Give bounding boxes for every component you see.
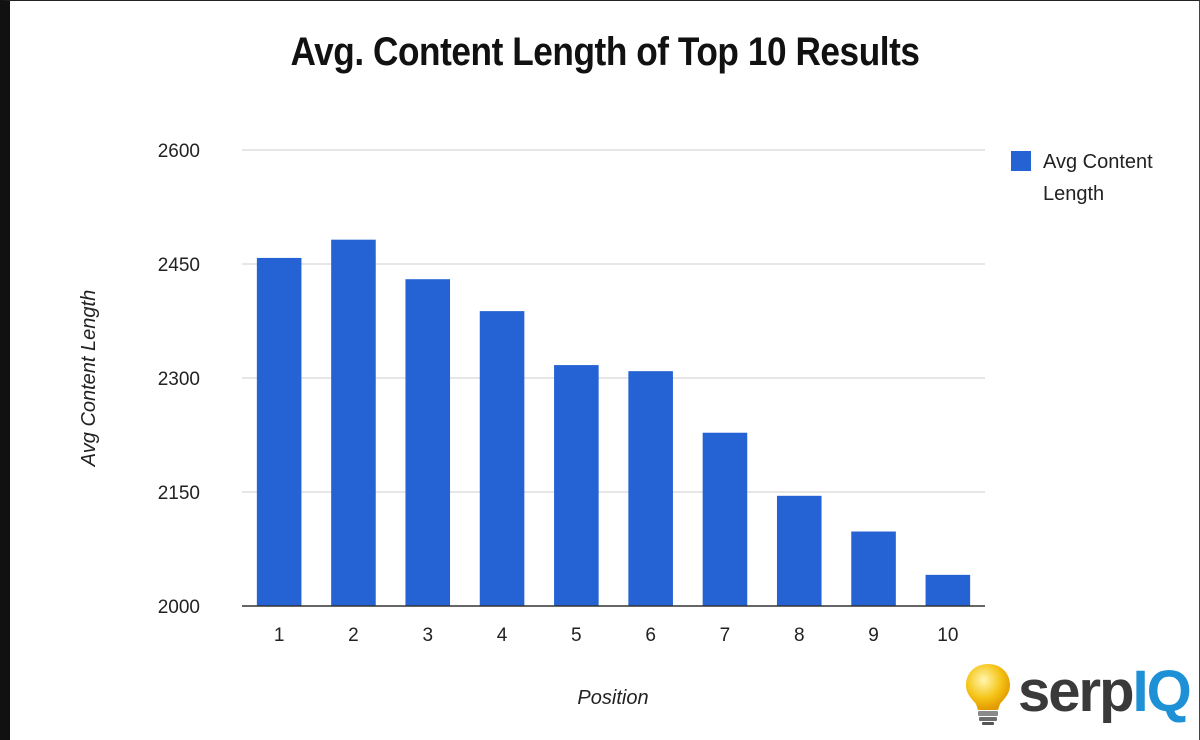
y-axis-label: Avg Content Length [78,290,100,467]
x-tick-label: 6 [645,625,656,646]
legend-swatch [1011,151,1031,171]
y-tick-label: 2000 [158,597,200,618]
bar [479,311,525,606]
legend: Avg Content Length [1011,151,1153,205]
y-tick-labels: 2000 2150 2300 2450 2600 [158,141,200,618]
y-tick-label: 2600 [158,141,200,162]
lightbulb-icon [966,664,1010,725]
bar [405,279,451,606]
x-tick-label: 4 [497,625,508,646]
chart-title: Avg. Content Length of Top 10 Results [290,30,920,74]
x-tick-label: 1 [274,625,285,646]
bar [331,239,376,606]
x-tick-label: 2 [348,625,359,646]
bar [554,365,599,606]
x-tick-label: 7 [720,625,731,646]
bar [925,574,971,606]
x-tick-labels: 1 2 3 4 5 6 7 8 9 10 [274,625,959,646]
y-tick-label: 2300 [158,369,200,390]
legend-label: Avg Content Length [1043,151,1153,205]
x-axis-label: Position [577,687,648,709]
bar [776,495,822,606]
logo-text: serpIQ [1018,659,1192,724]
logo-text-iq: IQ [1132,659,1192,724]
bar [256,257,302,606]
logo-text-serp: serp [1018,659,1135,724]
serpiq-logo: serpIQ [960,658,1192,728]
bar [702,432,748,606]
bar [851,531,896,606]
x-tick-label: 5 [571,625,582,646]
bar [628,371,673,606]
y-tick-label: 2150 [158,483,200,504]
y-tick-label: 2450 [158,255,200,276]
bars [256,239,971,606]
x-tick-label: 9 [868,625,879,646]
x-tick-label: 8 [794,625,805,646]
x-tick-label: 10 [937,625,958,646]
x-tick-label: 3 [422,625,433,646]
